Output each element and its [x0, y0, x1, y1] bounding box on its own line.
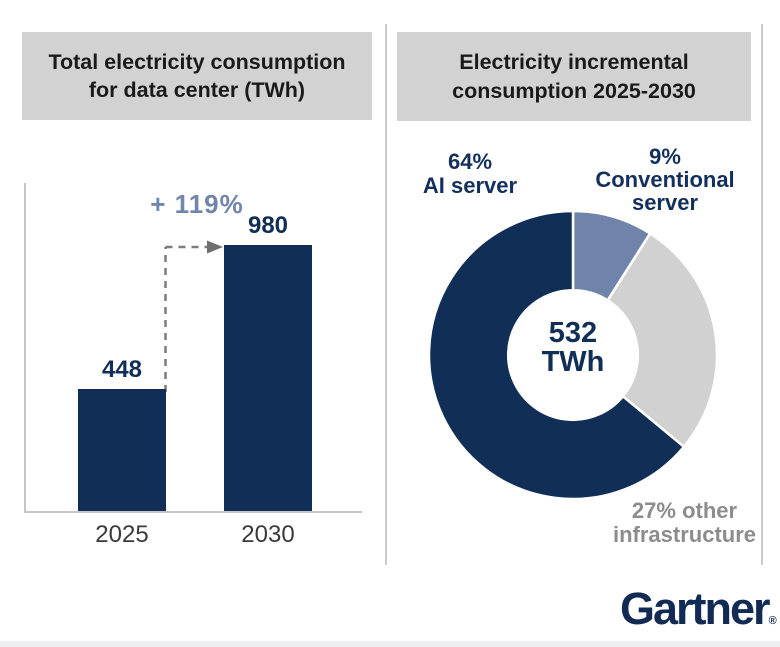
segment-label-conventional-text2: server — [631, 190, 699, 215]
bar-chart-title: Total electricity consumption for data c… — [22, 32, 372, 120]
segment-label-other-text: infrastructure — [612, 522, 757, 547]
x-tick-label-2030: 2030 — [241, 521, 295, 548]
bar-2025 — [78, 389, 166, 511]
donut-chart-title: Electricity incremental consumption 2025… — [397, 32, 751, 121]
donut-segment — [427, 209, 686, 501]
segment-label-conventional-server: 9% Conventional server — [575, 145, 755, 214]
growth-annotation: + 119% — [150, 189, 244, 219]
bottom-strip — [0, 641, 780, 647]
gartner-logo: Gartner® — [620, 583, 777, 635]
bar-2030 — [224, 245, 312, 511]
bar-value-label: 980 — [247, 212, 289, 239]
segment-label-ai-server: 64% AI server — [400, 150, 540, 198]
segment-label-conventional-text1: Conventional — [595, 167, 735, 192]
segment-label-other-infrastructure: 27% other infrastructure — [597, 499, 772, 547]
bar-group-2030: 980 — [224, 212, 312, 511]
growth-arrow-icon — [164, 240, 223, 392]
segment-label-ai-text: AI server — [422, 173, 518, 198]
donut-chart-title-line1: Electricity incremental — [459, 50, 689, 75]
donut-chart-title-line2: consumption 2025-2030 — [452, 78, 696, 103]
gartner-logo-text: Gartner — [620, 583, 771, 634]
bar-chart-title-line2: for data center (TWh) — [88, 78, 306, 102]
bar-group-2025: 448 — [78, 356, 166, 511]
panel-divider — [385, 24, 387, 565]
bar-chart-title-line1: Total electricity consumption — [48, 49, 346, 74]
bar-value-label: 448 — [101, 356, 143, 383]
segment-label-conventional-pct: 9% — [649, 144, 681, 169]
donut-segment — [606, 232, 719, 449]
bar-chart: + 119% 448 980 2025 2030 — [24, 183, 362, 548]
donut-center-value: 532 — [548, 317, 598, 349]
x-tick-label-2025: 2025 — [95, 521, 149, 548]
donut-center-label: 532 TWh — [513, 319, 633, 377]
segment-label-other-pct: 27% other — [631, 498, 738, 523]
segment-label-ai-pct: 64% — [447, 149, 493, 174]
donut-center-unit: TWh — [541, 346, 605, 378]
registered-trademark-icon: ® — [768, 615, 777, 627]
donut-chart — [427, 209, 719, 501]
right-edge-divider — [761, 24, 763, 565]
